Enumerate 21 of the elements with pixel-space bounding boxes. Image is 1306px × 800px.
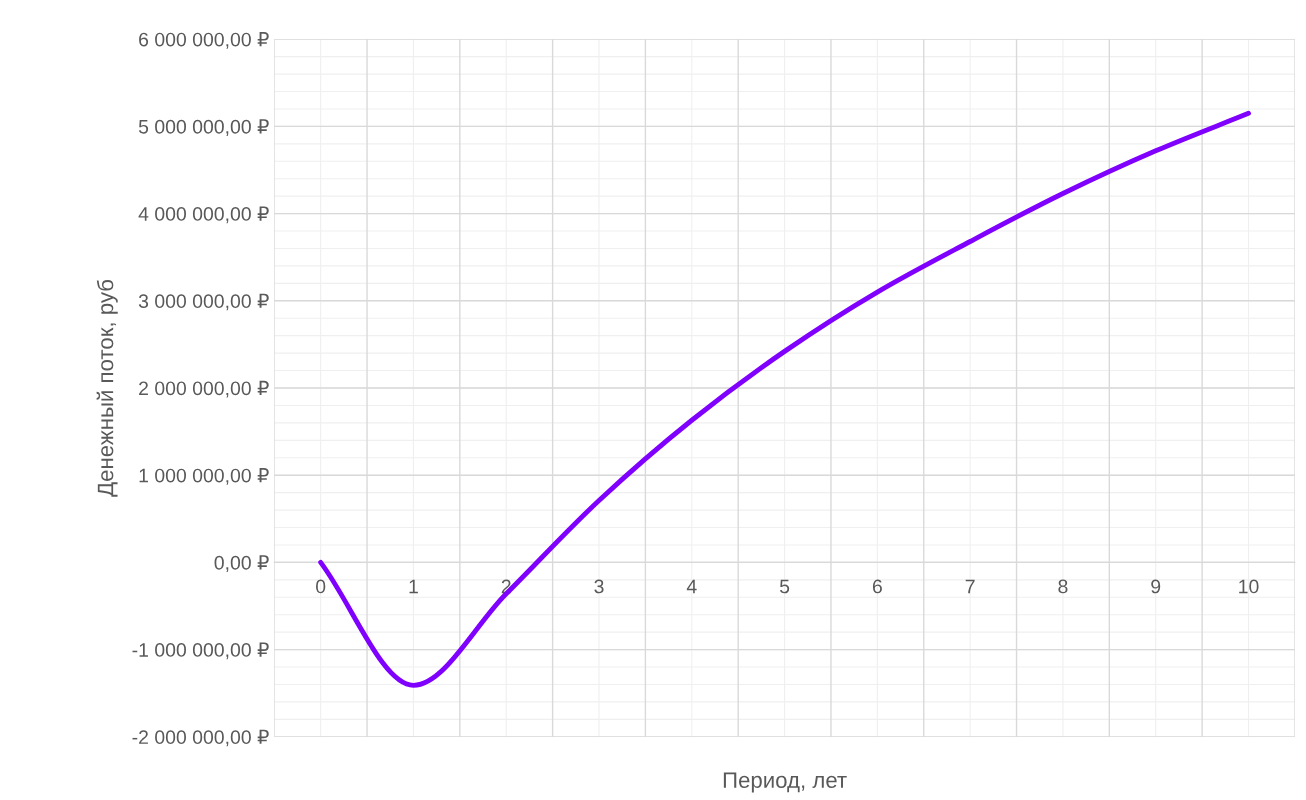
x-tick-label: 8 <box>1058 579 1068 594</box>
y-axis-title: Денежный поток, руб <box>96 279 118 497</box>
x-axis-title: Период, лет <box>723 772 847 793</box>
x-tick-label: 6 <box>872 579 882 594</box>
y-tick-label: -2 000 000,00 ₽ <box>132 729 269 747</box>
x-tick-label: 10 <box>1239 579 1259 594</box>
y-tick-label: 2 000 000,00 ₽ <box>139 380 269 398</box>
x-tick-label: 1 <box>409 579 418 594</box>
x-tick-label: 3 <box>594 579 604 594</box>
y-tick-label: 3 000 000,00 ₽ <box>138 293 269 311</box>
y-tick-label: 0,00 ₽ <box>214 555 269 572</box>
x-tick-label: 5 <box>779 579 790 594</box>
x-tick-label: 7 <box>965 579 975 594</box>
y-tick-label: -1 000 000,00 ₽ <box>132 642 269 660</box>
y-tick-label: 1 000 000,00 ₽ <box>139 468 269 485</box>
y-tick-label: 5 000 000,00 ₽ <box>138 119 269 136</box>
x-tick-label: 4 <box>686 579 697 594</box>
y-tick-label: 4 000 000,00 ₽ <box>138 206 269 224</box>
x-tick-label: 0 <box>316 579 326 594</box>
y-tick-label: 6 000 000,00 ₽ <box>139 32 269 49</box>
x-tick-label: 9 <box>1151 579 1161 594</box>
